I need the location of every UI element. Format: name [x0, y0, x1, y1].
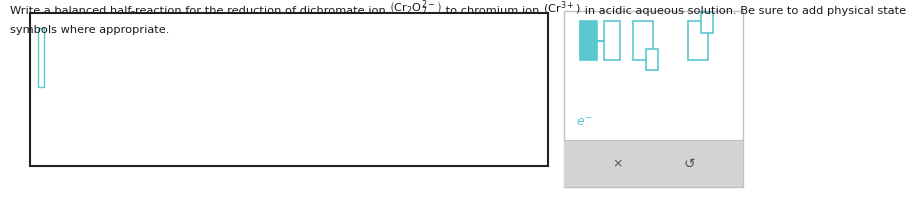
- FancyBboxPatch shape: [564, 11, 743, 187]
- FancyBboxPatch shape: [688, 21, 708, 60]
- FancyBboxPatch shape: [701, 12, 713, 33]
- FancyBboxPatch shape: [580, 21, 597, 60]
- Text: to chromium ion: to chromium ion: [442, 6, 543, 16]
- FancyBboxPatch shape: [603, 21, 620, 60]
- Text: $\left(\mathrm{Cr^{3+}}\right)$: $\left(\mathrm{Cr^{3+}}\right)$: [543, 0, 580, 17]
- FancyBboxPatch shape: [633, 21, 653, 60]
- FancyBboxPatch shape: [564, 140, 743, 187]
- FancyBboxPatch shape: [30, 13, 548, 166]
- Text: $e^{-}$: $e^{-}$: [576, 116, 592, 129]
- Text: $\left(\mathrm{Cr_2O_7^{2-}}\right)$: $\left(\mathrm{Cr_2O_7^{2-}}\right)$: [390, 0, 442, 18]
- Text: ×: ×: [613, 157, 623, 170]
- Text: in acidic aqueous solution. Be sure to add physical state: in acidic aqueous solution. Be sure to a…: [580, 6, 906, 16]
- Text: symbols where appropriate.: symbols where appropriate.: [10, 25, 170, 35]
- FancyBboxPatch shape: [38, 28, 44, 87]
- FancyBboxPatch shape: [646, 49, 657, 70]
- Text: ↺: ↺: [683, 157, 695, 171]
- Text: Write a balanced half-reaction for the reduction of dichromate ion: Write a balanced half-reaction for the r…: [10, 6, 390, 16]
